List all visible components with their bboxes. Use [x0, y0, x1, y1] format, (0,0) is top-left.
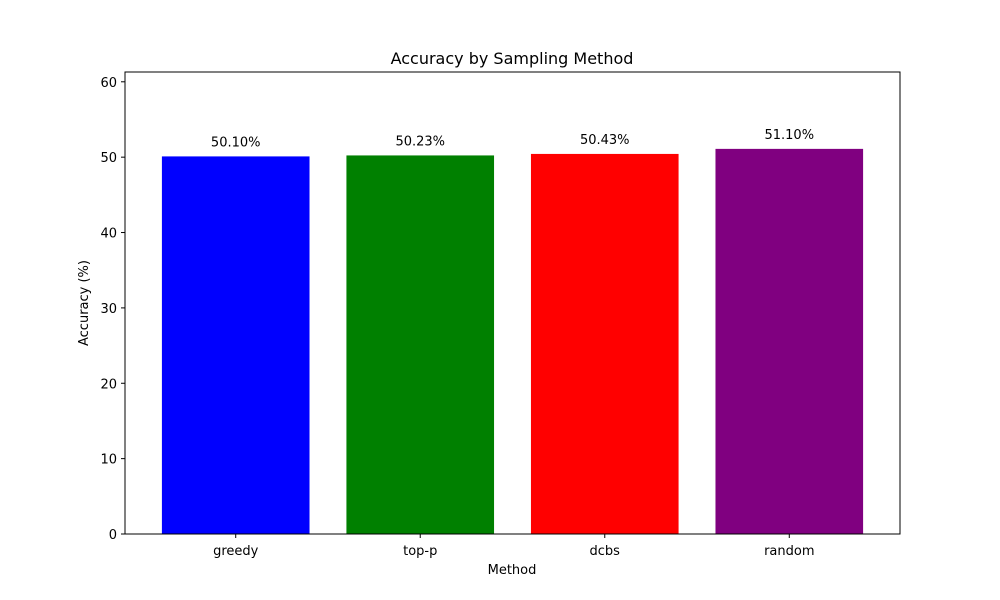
y-tick-label-60: 60 — [100, 76, 117, 91]
x-axis: greedy top-p dcbs random — [213, 534, 814, 559]
y-axis: 0 10 20 30 40 50 60 — [100, 76, 125, 543]
y-tick-label-30: 30 — [100, 302, 117, 317]
y-tick-label-50: 50 — [100, 151, 117, 166]
x-tick-label-top-p: top-p — [403, 544, 437, 559]
plot-frame — [124, 71, 901, 535]
bar-greedy — [161, 156, 310, 535]
chart-title: Accuracy by Sampling Method — [391, 49, 634, 68]
x-tick-label-dcbs: dcbs — [590, 544, 621, 559]
bar-random — [715, 148, 864, 534]
bar-dcbs — [530, 153, 679, 534]
y-tick-label-10: 10 — [100, 453, 117, 468]
y-axis-label: Accuracy (%) — [77, 260, 92, 346]
bars-group — [161, 148, 864, 535]
x-tick-label-greedy: greedy — [213, 544, 259, 559]
data-label-random: 51.10% — [764, 128, 814, 143]
data-label-dcbs: 50.43% — [580, 133, 630, 148]
x-tick-label-random: random — [764, 544, 814, 559]
x-axis-label: Method — [488, 563, 537, 578]
y-tick-label-0: 0 — [109, 528, 117, 543]
data-label-top-p: 50.23% — [395, 134, 445, 149]
y-tick-label-20: 20 — [100, 377, 117, 392]
bar-top-p — [346, 155, 495, 534]
y-tick-label-40: 40 — [100, 227, 117, 242]
data-labels-group: 50.10% 50.23% 50.43% 51.10% — [211, 128, 814, 151]
data-label-greedy: 50.10% — [211, 135, 261, 150]
